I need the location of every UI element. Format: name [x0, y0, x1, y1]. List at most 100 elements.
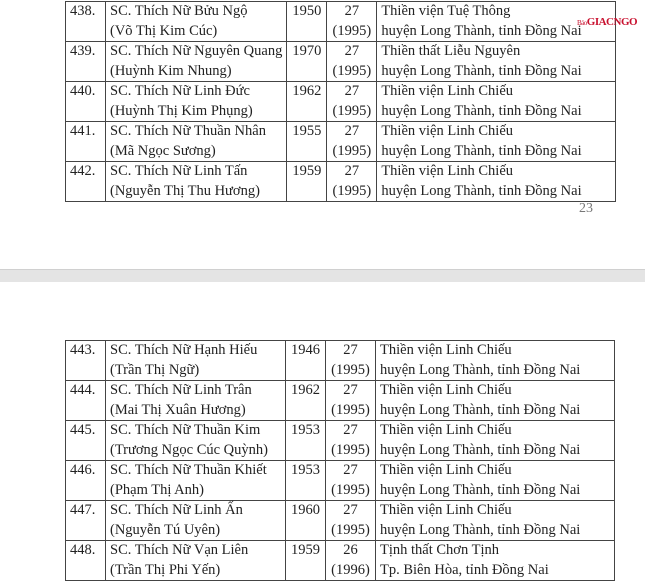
place1: Thiền viện Linh Chiếu [381, 83, 514, 99]
lay-name: (Võ Thị Kim Cúc) [110, 22, 218, 39]
cell-no: 441. [65, 121, 106, 162]
table-row: 445. SC. Thích Nữ Thuần Kim (Trương Ngọc C… [65, 420, 615, 461]
cell-place: Thiền viện Linh Chiếu huyện Long Thành, t… [375, 460, 615, 501]
document-page-23: 438. SC. Thích Nữ Bửu Ngộ (Võ Thị Kim Cúc)… [0, 0, 645, 269]
cell-place: Thiền viện Linh Chiếu huyện Long Thành, t… [375, 340, 615, 381]
place1: Thiền viện Linh Chiếu [380, 382, 512, 398]
place2: huyện Long Thành, tỉnh Đồng Nai [381, 142, 582, 159]
page-separator [0, 269, 645, 283]
lay-name: (Mã Ngọc Sương) [110, 142, 216, 159]
cell-vs: 27 (1995) [325, 460, 376, 501]
cell-vs: 27 (1995) [326, 121, 378, 162]
document-page-24: 443. SC. Thích Nữ Hạnh Hiếu (Trần Thị Ngữ)… [0, 282, 645, 581]
nuns-table-page-23: 438. SC. Thích Nữ Bửu Ngộ (Võ Thị Kim Cúc)… [65, 1, 617, 202]
cell-no: 445. [65, 420, 106, 461]
lay-name: (Phạm Thị Anh) [110, 481, 204, 498]
lay-name: (Trương Ngọc Cúc Quỳnh) [110, 441, 268, 458]
cell-no: 446. [65, 460, 106, 501]
no: 440. [70, 83, 96, 99]
year: 1946 [291, 342, 320, 358]
place1: Thiền viện Linh Chiếu [380, 462, 512, 478]
cell-yr: 1960 [285, 500, 326, 541]
cell-place: Thiền viện Tuệ Thông huyện Long Thành, tỉ… [376, 1, 617, 42]
place2: Tp. Biên Hòa, tỉnh Đồng Nai [380, 561, 549, 578]
cell-no: 448. [65, 540, 106, 581]
no: 438. [70, 3, 96, 19]
year: 1962 [292, 83, 322, 99]
cell-name: SC. Thích Nữ Hạnh Hiếu (Trần Thị Ngữ) [105, 340, 286, 381]
lay-name: (Huỳnh Thị Kim Phụng) [110, 102, 253, 119]
place1: Thiền viện Linh Chiếu [380, 422, 512, 438]
cell-place: Thiền viện Linh Chiếu huyện Long Thành, t… [376, 81, 617, 122]
vassa: 27 [343, 462, 358, 478]
year: 1953 [291, 422, 320, 438]
name: SC. Thích Nữ Thuần Khiết [110, 462, 267, 478]
vassa-year: (1996) [331, 561, 370, 578]
year: 1959 [292, 163, 322, 179]
cell-place: Thiền viện Linh Chiếu huyện Long Thành, t… [376, 161, 617, 202]
place2: huyện Long Thành, tỉnh Đồng Nai [380, 521, 581, 538]
cell-vs: 27 (1995) [326, 161, 378, 202]
cell-yr: 1959 [285, 540, 326, 581]
vassa-year: (1995) [332, 182, 372, 199]
cell-no: 438. [65, 1, 106, 42]
cell-yr: 1959 [286, 161, 328, 202]
place1: Thiền thất Liễu Nguyên [381, 43, 521, 59]
place1: Thiền viện Linh Chiếu [380, 342, 512, 358]
cell-name: SC. Thích Nữ Bửu Ngộ (Võ Thị Kim Cúc) [104, 1, 288, 42]
name: SC. Thích Nữ Linh Ấn [110, 502, 243, 518]
cell-yr: 1946 [285, 340, 326, 381]
cell-vs: 27 (1995) [325, 340, 376, 381]
no: 448. [70, 542, 96, 558]
place1: Thiền viện Tuệ Thông [381, 3, 511, 19]
no: 443. [70, 342, 96, 358]
vassa: 27 [343, 382, 358, 398]
lay-name: (Nguyễn Tú Uyên) [110, 521, 221, 538]
cell-place: Tịnh thất Chơn Tịnh Tp. Biên Hòa, tỉnh Đồ… [375, 540, 615, 581]
cell-vs: 27 (1995) [326, 41, 378, 82]
cell-name: SC. Thích Nữ Thuần Nhân (Mã Ngọc Sương) [104, 121, 288, 162]
vassa-year: (1995) [331, 481, 370, 498]
cell-yr: 1962 [286, 81, 328, 122]
table-row: 448. SC. Thích Nữ Vạn Liên (Trần Thị Phi Y… [65, 540, 615, 581]
lay-name: (Mai Thị Xuân Hương) [110, 401, 246, 418]
cell-no: 447. [65, 500, 106, 541]
cell-place: Thiền viện Linh Chiếu huyện Long Thành, t… [375, 420, 615, 461]
place1: Thiền viện Linh Chiếu [381, 123, 514, 139]
place2: huyện Long Thành, tỉnh Đồng Nai [381, 102, 582, 119]
cell-name: SC. Thích Nữ Nguyên Quang (Huỳnh Kim Nhun… [104, 41, 288, 82]
no: 441. [70, 123, 96, 139]
vassa: 27 [344, 163, 360, 179]
name: SC. Thích Nữ Nguyên Quang [110, 43, 283, 59]
vassa-year: (1995) [332, 62, 372, 79]
cell-vs: 26 (1996) [325, 540, 376, 581]
vassa-year: (1995) [331, 441, 370, 458]
cell-yr: 1950 [286, 1, 328, 42]
vassa-year: (1995) [332, 22, 372, 39]
place2: huyện Long Thành, tỉnh Đồng Nai [381, 182, 582, 199]
no: 444. [70, 382, 96, 398]
year: 1962 [291, 382, 320, 398]
lay-name: (Trần Thị Ngữ) [110, 361, 200, 378]
no: 445. [70, 422, 96, 438]
table-row: 441. SC. Thích Nữ Thuần Nhân (Mã Ngọc Sươn… [65, 121, 617, 162]
cell-place: Thiền viện Linh Chiếu huyện Long Thành, t… [375, 380, 615, 421]
cell-name: SC. Thích Nữ Thuần Kim (Trương Ngọc Cúc Q… [105, 420, 286, 461]
name: SC. Thích Nữ Linh Trân [110, 382, 252, 398]
year: 1953 [291, 462, 320, 478]
name: SC. Thích Nữ Vạn Liên [110, 542, 249, 558]
vassa-year: (1995) [332, 142, 372, 159]
giacngo-watermark-logo: BáoGIACNGO [577, 16, 638, 28]
name: SC. Thích Nữ Bửu Ngộ [110, 3, 248, 19]
year: 1970 [292, 43, 322, 59]
cell-name: SC. Thích Nữ Linh Trân (Mai Thị Xuân Hươn… [105, 380, 286, 421]
name: SC. Thích Nữ Linh Tấn [110, 163, 248, 179]
year: 1955 [292, 123, 322, 139]
name: SC. Thích Nữ Thuần Nhân [110, 123, 266, 139]
cell-place: Thiền thất Liễu Nguyên huyện Long Thành, … [376, 41, 617, 82]
place1: Tịnh thất Chơn Tịnh [380, 542, 499, 558]
name: SC. Thích Nữ Linh Đức [110, 83, 250, 99]
vassa: 27 [343, 502, 358, 518]
cell-yr: 1955 [286, 121, 328, 162]
vassa: 27 [343, 422, 358, 438]
